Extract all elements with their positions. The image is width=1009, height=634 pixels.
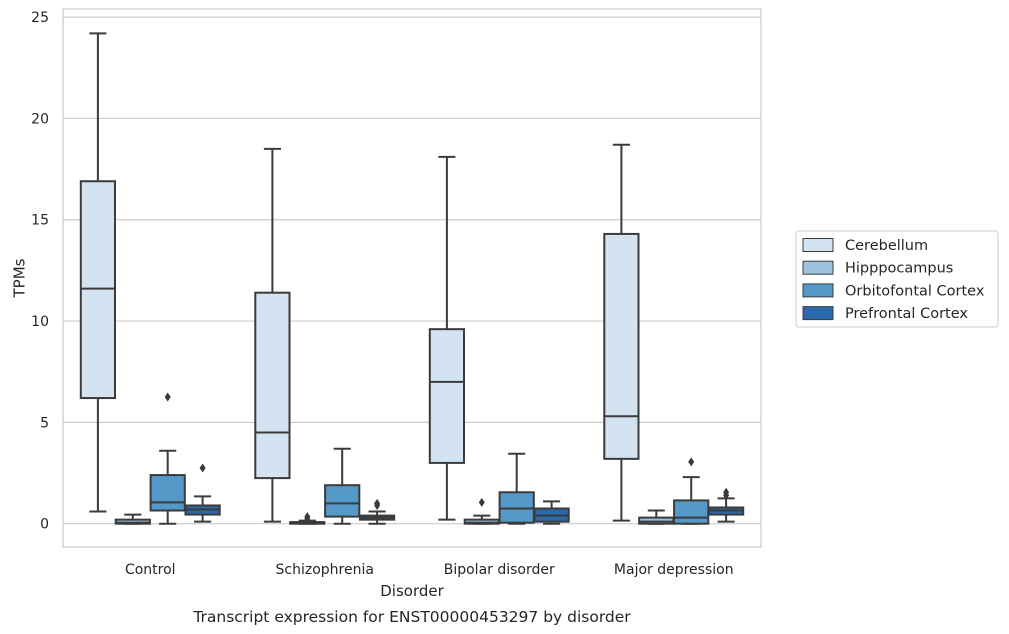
legend-swatch: [802, 283, 834, 298]
legend-swatch: [802, 238, 834, 252]
outlier-point: [164, 392, 171, 402]
x-tick-label: Schizophrenia: [276, 562, 374, 578]
box-body: [498, 491, 535, 524]
outlier-point: [304, 512, 311, 522]
outlier-point: [688, 457, 695, 467]
box-orbitofontal-cortex: [498, 452, 535, 525]
y-tick-label: 0: [40, 517, 49, 533]
box-cerebellum: [603, 143, 640, 522]
y-gridlines: [63, 16, 761, 525]
box-body: [673, 499, 710, 525]
plot-background: [63, 9, 761, 547]
y-axis-label: TPMs: [11, 258, 29, 298]
legend-items: Cerebellum Hipppocampus Orbitofontal Corte…: [802, 238, 985, 322]
box-prefrontal-cortex: [358, 498, 396, 525]
y-tick-label: 10: [31, 314, 49, 330]
box-body: [638, 516, 675, 525]
x-tick-labels: Control Schizophrenia Bipolar disorder Majo…: [125, 562, 734, 578]
box-orbitofontal-cortex: [149, 392, 186, 525]
x-tick-label: Major depression: [614, 562, 734, 578]
box-orbitofontal-cortex: [324, 447, 361, 525]
y-tick-label: 5: [40, 415, 49, 431]
box-body: [149, 474, 186, 512]
box-body: [254, 291, 291, 480]
box-cerebellum: [254, 147, 291, 523]
x-tick-label: Bipolar disorder: [444, 562, 555, 578]
legend-swatch: [802, 306, 834, 321]
box-cerebellum: [428, 155, 466, 521]
plot-frame: [62, 8, 762, 548]
box-prefrontal-cortex: [184, 463, 221, 523]
y-tick-label: 20: [31, 111, 49, 127]
box-cerebellum: [79, 32, 117, 513]
chart-caption: Transcript expression for ENST0000045329…: [192, 608, 631, 626]
outlier-point: [478, 497, 485, 507]
y-tick-labels: 0 5 10 15 20 25: [31, 10, 49, 533]
y-tick-label: 25: [31, 10, 49, 26]
box-hipppocampus: [114, 513, 151, 525]
box-prefrontal-cortex: [707, 487, 745, 523]
box-hipppocampus: [289, 512, 326, 525]
x-axis-label: Disorder: [380, 582, 444, 600]
box-body: [79, 180, 117, 400]
legend-frame: [795, 230, 999, 328]
x-tick-label: Control: [125, 562, 176, 578]
legend-swatch: [802, 260, 834, 275]
box-body: [428, 328, 466, 464]
box-prefrontal-cortex: [533, 500, 570, 525]
y-tick-label: 15: [31, 213, 49, 229]
legend: Cerebellum Hipppocampus Orbitofontal Corte…: [795, 230, 999, 328]
box-body: [603, 232, 640, 460]
box-body: [114, 518, 151, 525]
legend-label: Orbitofontal Cortex: [845, 283, 985, 299]
outlier-point: [723, 487, 730, 497]
legend-label: Hipppocampus: [845, 261, 953, 277]
outlier-point: [199, 463, 206, 473]
box-body: [324, 484, 361, 518]
box-groups: [79, 32, 745, 525]
legend-label: Cerebellum: [845, 238, 928, 254]
legend-label: Prefrontal Cortex: [845, 306, 968, 322]
outlier-point: [374, 498, 381, 508]
